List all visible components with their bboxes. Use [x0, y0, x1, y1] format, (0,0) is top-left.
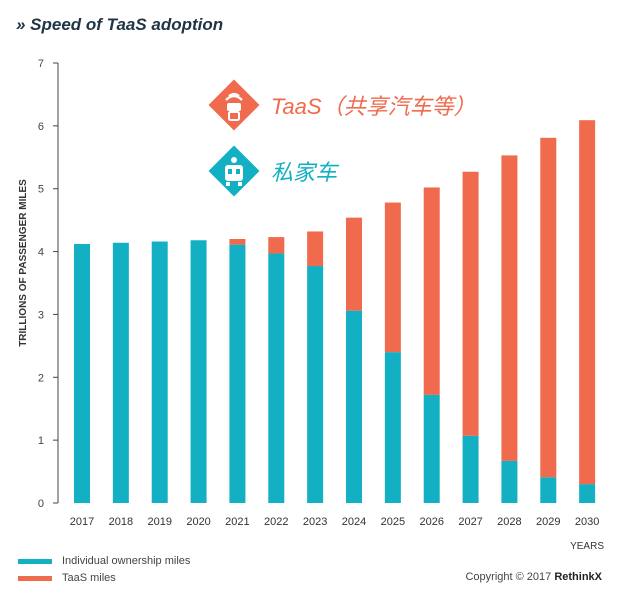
private-car-icon [208, 145, 260, 197]
y-tick-label: 6 [38, 121, 44, 133]
x-tick-label: 2030 [575, 516, 599, 528]
bar-individual-2028 [501, 460, 518, 503]
legend-swatch-individual [18, 558, 52, 564]
x-tick-label: 2021 [225, 516, 249, 528]
bar-individual-2030 [579, 484, 596, 503]
copyright-text: Copyright © 2017 [465, 571, 552, 583]
bar-individual-2019 [151, 241, 168, 503]
x-tick-label: 2018 [109, 516, 133, 528]
y-tick-label: 0 [38, 498, 44, 510]
taas-annotation-label: TaaS（共享汽车等） [271, 94, 476, 119]
legend-item-taas: TaaS miles [18, 572, 116, 584]
bar-individual-2025 [384, 352, 401, 503]
x-tick-label: 2020 [186, 516, 210, 528]
taas-annotation: TaaS（共享汽车等） [205, 76, 476, 134]
y-axis-label: TRILLIONS OF PASSENGER MILES [18, 179, 29, 347]
bar-individual-2023 [307, 266, 324, 503]
bar-individual-2024 [346, 310, 362, 503]
x-tick-label: 2029 [536, 516, 560, 528]
bar-individual-2017 [74, 244, 90, 503]
private-car-annotation: 私家车 [205, 142, 337, 200]
legend-swatch-taas [18, 575, 52, 581]
bar-taas-2027 [462, 171, 479, 436]
private-car-annotation-label: 私家车 [271, 160, 338, 185]
x-tick-label: 2027 [458, 516, 482, 528]
bar-taas-2029 [540, 137, 557, 478]
shared-car-icon [208, 79, 260, 131]
bar-individual-2022 [268, 253, 285, 503]
y-tick-label: 2 [38, 372, 44, 384]
bar-taas-2022 [268, 237, 285, 254]
x-tick-label: 2017 [70, 516, 94, 528]
bar-taas-2026 [423, 187, 440, 395]
bar-taas-2028 [501, 155, 518, 461]
bar-taas-2025 [384, 202, 401, 353]
x-axis-label: YEARS [570, 541, 604, 552]
y-tick-label: 4 [38, 247, 44, 259]
x-tick-label: 2028 [497, 516, 521, 528]
bar-taas-2030 [579, 120, 596, 485]
x-tick-label: 2019 [147, 516, 171, 528]
legend-item-individual: Individual ownership miles [18, 555, 190, 567]
bar-individual-2018 [112, 242, 129, 503]
x-tick-label: 2026 [419, 516, 443, 528]
x-tick-label: 2025 [381, 516, 405, 528]
bar-taas-2024 [346, 217, 362, 311]
y-tick-label: 3 [38, 309, 44, 321]
x-tick-label: 2023 [303, 516, 327, 528]
stacked-bar-chart: 0 1 2 3 4 5 6 7 TRILLIONS OF PASSENGER MILES 2017… [18, 58, 604, 552]
bar-individual-2027 [462, 435, 479, 503]
y-tick-label: 7 [38, 58, 44, 70]
legend-label-individual: Individual ownership miles [62, 555, 191, 567]
bar-individual-2026 [423, 394, 440, 503]
y-tick-label: 1 [38, 435, 44, 447]
y-tick-label: 5 [38, 184, 44, 196]
copyright: Copyright © 2017 RethinkX [465, 571, 602, 583]
legend-label-taas: TaaS miles [62, 572, 116, 584]
bar-individual-2020 [190, 240, 207, 503]
bar-individual-2029 [540, 477, 557, 503]
brand-name: RethinkX [554, 571, 602, 583]
bar-taas-2023 [307, 231, 324, 267]
x-tick-label: 2024 [342, 516, 366, 528]
bar-individual-2021 [229, 244, 246, 503]
x-tick-label: 2022 [264, 516, 288, 528]
chart-title: » Speed of TaaS adoption [16, 15, 224, 34]
bar-taas-2021 [229, 239, 246, 245]
